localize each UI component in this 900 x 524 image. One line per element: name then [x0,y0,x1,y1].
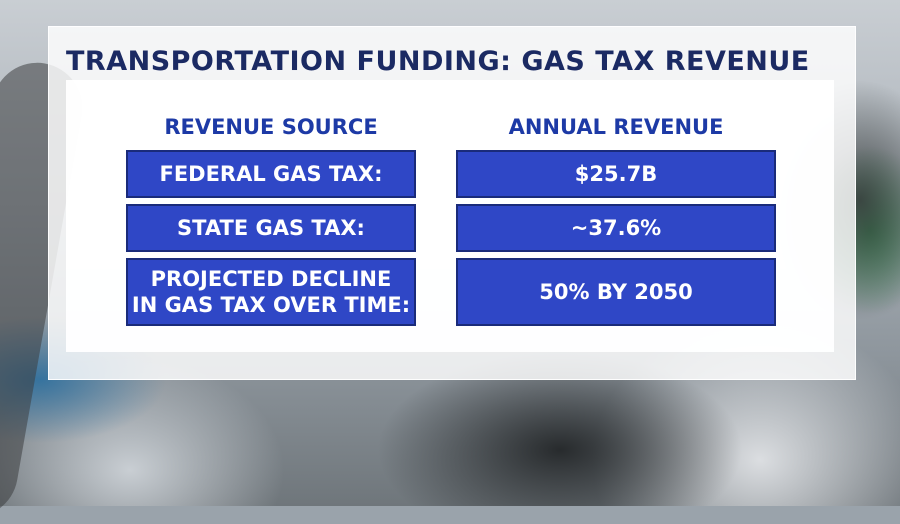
column-header-revenue: ANNUAL REVENUE [508,115,724,139]
graphic-title: TRANSPORTATION FUNDING: GAS TAX REVENUE [66,46,810,77]
row-value-decline: 50% BY 2050 [456,258,776,326]
row-label-decline: PROJECTED DECLINE IN GAS TAX OVER TIME: [126,258,416,326]
row-label-federal: FEDERAL GAS TAX: [126,150,416,198]
column-header-source: REVENUE SOURCE [164,115,378,139]
row-label-state: STATE GAS TAX: [126,204,416,252]
row-value-state: ~37.6% [456,204,776,252]
row-value-federal: $25.7B [456,150,776,198]
